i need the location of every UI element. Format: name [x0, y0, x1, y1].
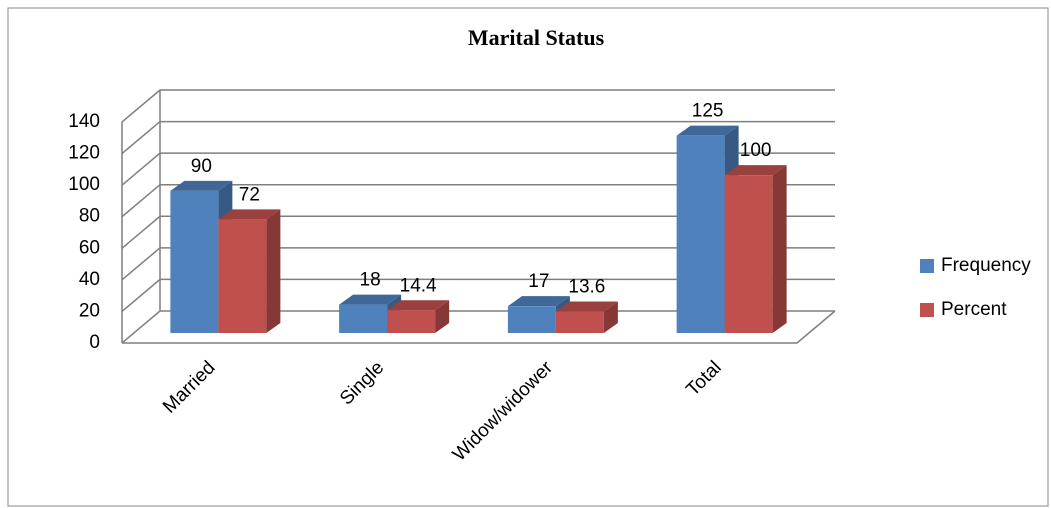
y-tick-label: 20	[79, 300, 100, 321]
grid-line	[121, 215, 835, 249]
grid-line	[121, 120, 835, 155]
grid-line	[121, 247, 835, 281]
bar-top	[676, 125, 739, 136]
y-tick-label: 100	[68, 174, 100, 195]
grid-line	[121, 89, 835, 123]
bar	[676, 135, 725, 333]
data-label: 18	[360, 270, 381, 291]
chart-frame	[7, 7, 1049, 507]
legend-label: Percent	[941, 299, 1007, 320]
bar-top	[507, 296, 570, 307]
y-tick-label: 80	[79, 206, 100, 227]
bar-top	[555, 301, 618, 312]
bar-side	[435, 300, 450, 333]
y-tick-label: 60	[79, 237, 100, 258]
legend-swatch	[920, 259, 934, 273]
bar	[555, 311, 604, 333]
y-tick-label: 120	[68, 143, 100, 164]
bar-top	[170, 180, 233, 191]
data-label: 90	[191, 156, 212, 177]
grid-line	[121, 183, 835, 218]
bar-top	[339, 294, 402, 305]
y-tick-label: 140	[68, 111, 100, 132]
floor-edge	[122, 310, 836, 344]
bar	[387, 310, 436, 333]
bar-top	[218, 209, 281, 220]
bar-side	[266, 209, 281, 333]
legend-label: Frequency	[941, 255, 1031, 276]
grid-line	[121, 278, 835, 313]
bar	[339, 304, 388, 333]
bar	[170, 190, 219, 333]
legend-swatch	[920, 303, 934, 317]
y-tick-label: 0	[89, 332, 100, 353]
bar	[507, 306, 556, 333]
data-label: 14.4	[400, 275, 437, 296]
chart-title: Marital Status	[468, 25, 605, 50]
bar-side	[772, 165, 787, 333]
data-label: 125	[692, 101, 724, 122]
bar-side	[603, 301, 618, 333]
data-label: 72	[239, 184, 260, 205]
data-label: 100	[740, 140, 772, 161]
y-tick-label: 40	[79, 269, 100, 290]
grid-line	[121, 152, 835, 186]
bar-top	[387, 300, 450, 311]
data-label: 13.6	[568, 277, 605, 298]
bar-top	[724, 165, 787, 176]
bar	[218, 219, 267, 333]
bar	[724, 175, 773, 333]
data-label: 17	[528, 271, 549, 292]
